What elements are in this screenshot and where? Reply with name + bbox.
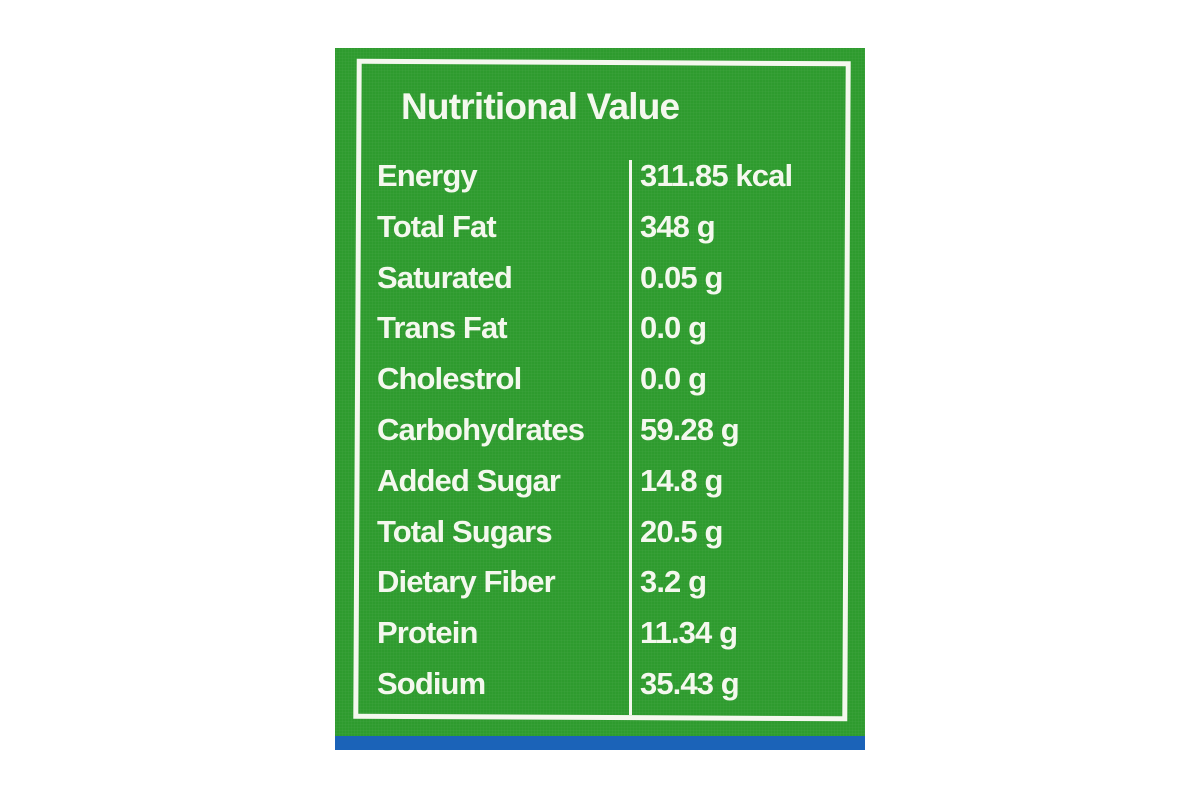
nutrient-value: 311.85 kcal <box>640 158 793 193</box>
nutrient-name: Saturated <box>377 259 513 295</box>
nutrient-value: 14.8 g <box>640 462 723 498</box>
nutrient-value: 3.2 g <box>640 564 707 600</box>
nutrient-name: Protein <box>377 615 478 651</box>
nutrient-value: 35.43 g <box>640 666 740 701</box>
nutrient-value: 348 g <box>640 208 716 244</box>
nutrient-name: Carbohydrates <box>377 412 585 447</box>
nutrient-value: 0.05 g <box>640 259 723 295</box>
nutrient-value: 59.28 g <box>640 412 740 447</box>
nutrient-name: Dietary Fiber <box>377 564 556 600</box>
nutrient-name: Total Sugars <box>377 513 553 549</box>
nutrition-label-panel: Nutritional Value Energy 311.85 kcal Total… <box>335 48 865 750</box>
label-title: Nutritional Value <box>401 86 680 127</box>
nutrient-value: 11.34 g <box>640 615 738 651</box>
nutrient-value: 0.0 g <box>640 361 707 397</box>
column-divider <box>629 160 632 715</box>
nutrient-value: 0.0 g <box>640 310 707 346</box>
nutrient-name: Added Sugar <box>377 462 561 498</box>
nutrient-name: Trans Fat <box>377 310 508 346</box>
nutrient-name: Total Fat <box>377 208 497 244</box>
nutrient-name: Sodium <box>377 666 486 701</box>
package-blue-strip <box>335 736 865 750</box>
nutrient-name: Cholestrol <box>377 361 522 397</box>
nutrient-value: 20.5 g <box>640 513 723 549</box>
nutrient-name: Energy <box>377 158 478 193</box>
